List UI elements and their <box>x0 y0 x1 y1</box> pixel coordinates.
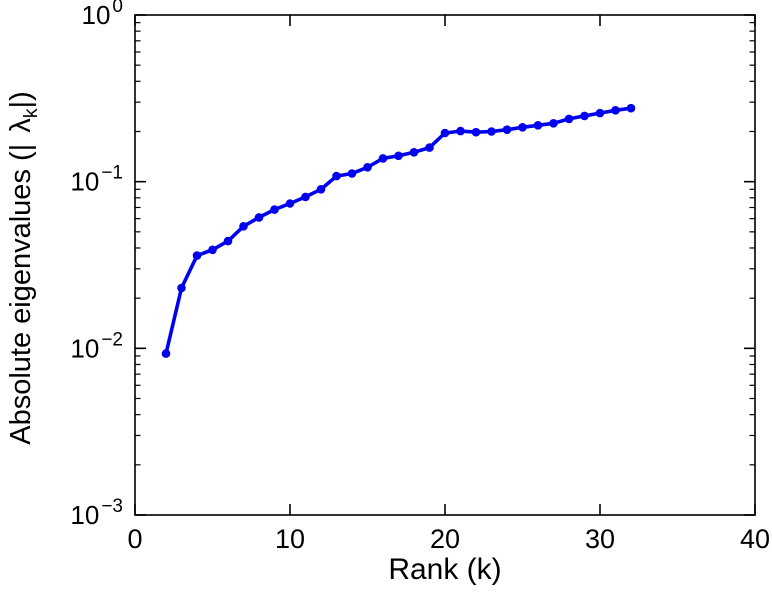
data-point <box>440 128 450 138</box>
y-tick-label: 10 0 <box>82 0 124 30</box>
x-tick-label: 0 <box>127 524 142 554</box>
data-point <box>285 199 295 208</box>
data-point <box>254 213 264 222</box>
x-tick-label: 30 <box>585 524 615 554</box>
x-tick-label: 20 <box>430 524 460 554</box>
y-tick-label: 10 −2 <box>70 329 123 363</box>
data-point <box>363 163 372 172</box>
data-point <box>502 125 512 134</box>
y-axis-label: Absolute eigenvalues (| λk|) <box>5 91 43 445</box>
data-point <box>580 111 589 121</box>
y-axis-label-suffix: |) <box>5 91 38 109</box>
y-tick-label: 10 −1 <box>70 163 123 197</box>
lambda-symbol: λ <box>5 118 38 133</box>
data-point <box>161 349 171 358</box>
data-point <box>177 283 186 293</box>
data-point <box>549 119 558 128</box>
data-point <box>394 151 403 161</box>
data-point <box>192 251 202 260</box>
data-point <box>626 103 636 113</box>
data-point <box>301 192 310 202</box>
data-point <box>270 205 279 214</box>
data-point <box>518 123 527 132</box>
data-line <box>164 106 633 356</box>
data-point <box>564 114 574 124</box>
data-point <box>316 185 326 194</box>
data-point <box>487 127 496 136</box>
x-tick-label: 40 <box>740 524 770 554</box>
x-tick-label: 10 <box>275 524 305 554</box>
data-point <box>611 106 620 115</box>
x-axis-label-text: Rank (k) <box>388 553 502 586</box>
data-point <box>595 108 605 118</box>
y-tick-label: 10 −3 <box>70 496 123 530</box>
data-point <box>208 245 217 255</box>
data-point <box>332 171 341 181</box>
data-point <box>456 126 465 136</box>
axis-box <box>134 14 756 516</box>
lambda-subscript: k <box>19 108 42 119</box>
x-axis-label: Rank (k) <box>135 553 755 587</box>
data-point <box>533 121 543 130</box>
data-point <box>425 143 434 152</box>
y-axis-label-prefix: Absolute eigenvalues (| <box>5 143 38 445</box>
data-point <box>378 154 388 163</box>
data-point <box>347 169 357 178</box>
data-point <box>471 127 481 137</box>
data-point <box>239 222 248 231</box>
data-point <box>223 236 233 246</box>
data-point <box>409 148 419 157</box>
